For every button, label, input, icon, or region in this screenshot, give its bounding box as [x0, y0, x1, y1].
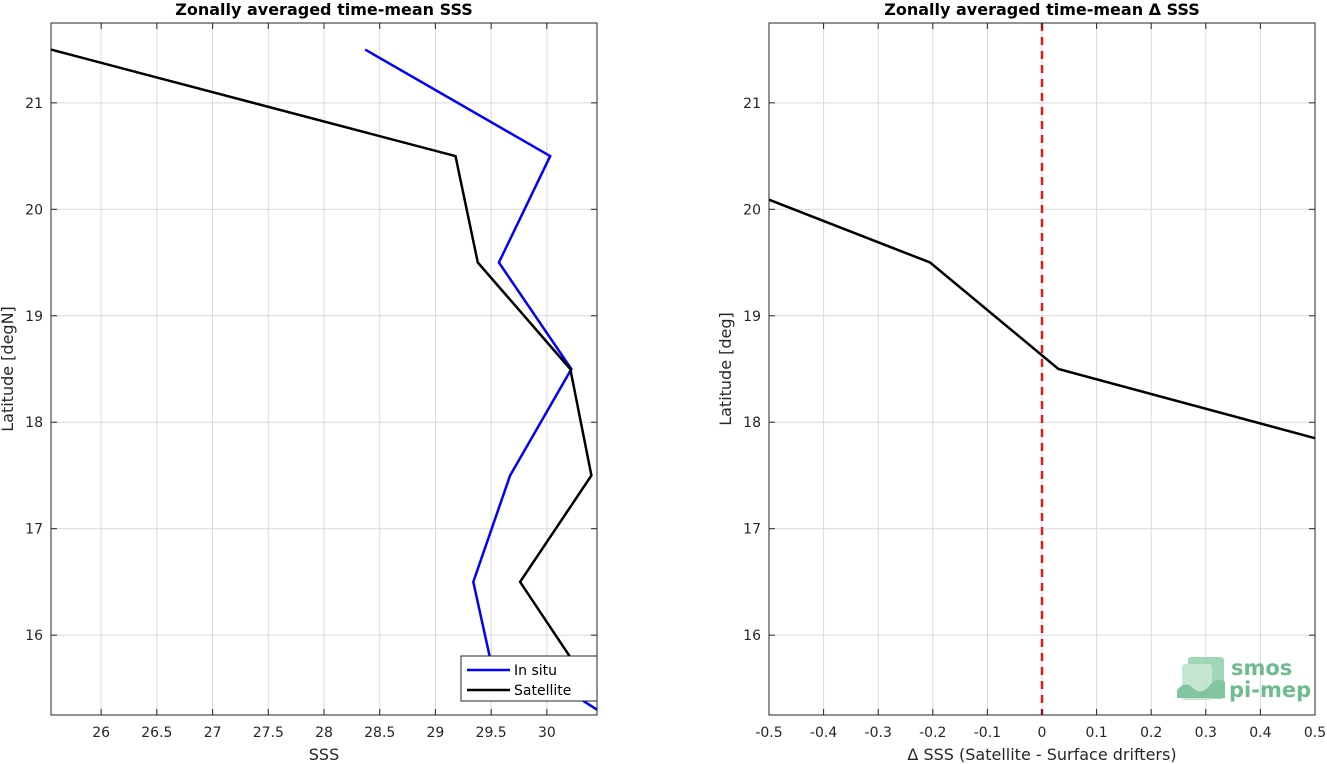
x-tick-label: -0.2 [919, 725, 946, 741]
y-tick-label: 17 [743, 522, 761, 538]
x-tick-label: 29 [427, 725, 445, 741]
x-tick-label: 0.4 [1249, 725, 1271, 741]
x-tick-label: 28.5 [364, 725, 395, 741]
series-line-satellite [50, 48, 598, 695]
chart-title: Zonally averaged time-mean SSS [175, 0, 473, 19]
y-tick-label: 16 [25, 628, 43, 644]
legend: In situ Satellite [460, 655, 598, 702]
y-tick-label: 19 [25, 309, 43, 325]
x-tick-label: 0 [1038, 725, 1047, 741]
y-tick-label: 20 [25, 202, 43, 218]
x-axis-label: SSS [309, 745, 339, 764]
x-tick-label: 0.1 [1085, 725, 1107, 741]
delta-sss-panel: -0.5 -0.4 -0.3 -0.2 -0.1 0 0.1 0.2 0.3 0.4 0.5 16 17… [716, 0, 1326, 764]
x-tick-label: 27.5 [253, 725, 284, 741]
x-tick-label: 26 [92, 725, 110, 741]
chart-title: Zonally averaged time-mean Δ SSS [884, 0, 1200, 19]
y-tick-label: 17 [25, 522, 43, 538]
logo-text-smos: smos [1231, 656, 1292, 680]
x-tick-label: 28 [315, 725, 333, 741]
logo-text-pi-mep: pi-mep [1229, 678, 1311, 702]
series-line-0 [768, 198, 1316, 440]
sss-panel: 26 26.5 27 27.5 28 28.5 29 29.5 30 16 17 18 19 20 21 Z… [0, 0, 598, 764]
y-tick-label: 21 [743, 96, 761, 112]
x-tick-label: -0.1 [974, 725, 1001, 741]
x-tick-label: 30 [538, 725, 556, 741]
y-tick-label: 21 [25, 96, 43, 112]
legend-label-in-situ: In situ [514, 663, 557, 679]
y-tick-label: 16 [743, 628, 761, 644]
wave-logo-icon [1177, 657, 1225, 700]
y-tick-label: 18 [25, 415, 43, 431]
x-tick-label: 29.5 [476, 725, 507, 741]
y-tick-label: 18 [743, 415, 761, 431]
x-tick-label: -0.3 [865, 725, 892, 741]
x-axis-label: Δ SSS (Satellite - Surface drifters) [907, 745, 1176, 764]
y-tick-label: 20 [743, 202, 761, 218]
x-tick-label: 26.5 [141, 725, 172, 741]
x-tick-label: 27 [204, 725, 222, 741]
y-tick-label: 19 [743, 309, 761, 325]
x-tick-label: 0.2 [1140, 725, 1162, 741]
smos-pi-mep-logo: smos pi-mep [1177, 656, 1311, 702]
x-tick-label: -0.4 [810, 725, 837, 741]
x-tick-label: -0.5 [755, 725, 782, 741]
legend-label-satellite: Satellite [514, 683, 571, 699]
x-tick-label: 0.3 [1195, 725, 1217, 741]
x-tick-label: 0.5 [1304, 725, 1326, 741]
y-axis-label: Latitude [deg] [716, 312, 735, 426]
series-line-in-situ [364, 48, 598, 711]
y-axis-label: Latitude [degN] [0, 306, 17, 432]
